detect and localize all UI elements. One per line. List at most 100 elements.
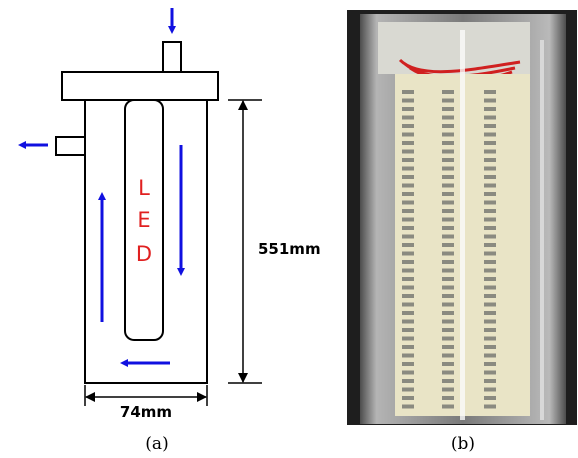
led-chip bbox=[484, 90, 496, 94]
led-chip bbox=[442, 175, 454, 179]
led-chip bbox=[442, 166, 454, 171]
led-chip bbox=[402, 319, 414, 324]
led-chip bbox=[402, 183, 414, 188]
led-chip bbox=[484, 353, 496, 358]
led-chip bbox=[442, 336, 454, 341]
led-chip bbox=[442, 251, 454, 256]
led-chip bbox=[402, 217, 414, 222]
led-chip bbox=[402, 141, 414, 145]
led-chip bbox=[484, 158, 496, 162]
led-chip bbox=[442, 149, 454, 154]
led-chip bbox=[442, 124, 454, 128]
led-chip bbox=[484, 209, 496, 213]
height-label: 551mm bbox=[258, 240, 321, 258]
led-chip bbox=[484, 285, 496, 290]
led-chip bbox=[442, 158, 454, 162]
led-chip bbox=[402, 98, 414, 103]
led-chip bbox=[442, 209, 454, 213]
led-chip bbox=[484, 362, 496, 366]
led-chip bbox=[484, 226, 496, 230]
reactor-diagram bbox=[55, 41, 219, 384]
led-array bbox=[402, 90, 496, 409]
led-chip bbox=[402, 158, 414, 162]
led-chip bbox=[442, 200, 454, 205]
led-chip bbox=[402, 396, 414, 400]
led-chip bbox=[402, 362, 414, 366]
led-chip bbox=[402, 200, 414, 205]
led-chip bbox=[442, 183, 454, 188]
led-chip bbox=[442, 260, 454, 264]
led-chip bbox=[442, 132, 454, 137]
led-chip bbox=[484, 294, 496, 298]
led-letter: E bbox=[137, 208, 150, 232]
led-chip bbox=[442, 370, 454, 375]
glare bbox=[460, 30, 465, 420]
led-chip bbox=[442, 192, 454, 196]
led-chip bbox=[402, 90, 414, 94]
led-chip bbox=[402, 379, 414, 383]
flow-arrows bbox=[18, 8, 185, 367]
led-chip bbox=[402, 192, 414, 196]
led-chip bbox=[484, 192, 496, 196]
side-nozzle bbox=[55, 136, 86, 156]
led-chip bbox=[442, 277, 454, 281]
led-chip bbox=[484, 132, 496, 137]
led-chip bbox=[402, 387, 414, 392]
led-chip bbox=[402, 345, 414, 349]
led-chip bbox=[402, 336, 414, 341]
led-chip bbox=[484, 396, 496, 400]
led-chip bbox=[402, 294, 414, 298]
led-chip bbox=[484, 302, 496, 307]
led-chip bbox=[484, 328, 496, 332]
led-chip bbox=[402, 166, 414, 171]
led-chip bbox=[402, 268, 414, 273]
top-cap bbox=[61, 71, 219, 101]
led-chip bbox=[442, 404, 454, 409]
led-chip bbox=[402, 353, 414, 358]
led-chip bbox=[402, 370, 414, 375]
driver-board bbox=[378, 22, 530, 74]
top-nozzle bbox=[162, 41, 182, 73]
led-chip bbox=[402, 260, 414, 264]
led-chip bbox=[484, 234, 496, 239]
led-chip bbox=[484, 115, 496, 120]
led-chip bbox=[402, 124, 414, 128]
led-chip bbox=[484, 370, 496, 375]
led-chip bbox=[442, 345, 454, 349]
led-chip bbox=[402, 115, 414, 120]
led-chip bbox=[442, 387, 454, 392]
led-chip bbox=[484, 251, 496, 256]
led-chip bbox=[484, 124, 496, 128]
led-chip bbox=[484, 217, 496, 222]
led-chip bbox=[402, 311, 414, 315]
led-chip bbox=[484, 260, 496, 264]
led-chip bbox=[484, 98, 496, 103]
led-chip bbox=[442, 98, 454, 103]
dimension-lines bbox=[84, 99, 262, 406]
led-chip bbox=[484, 379, 496, 383]
led-chip bbox=[402, 132, 414, 137]
led-chip bbox=[442, 328, 454, 332]
led-chip bbox=[484, 268, 496, 273]
led-chip bbox=[442, 107, 454, 111]
led-chip bbox=[484, 141, 496, 145]
led-chip bbox=[442, 243, 454, 247]
led-chip bbox=[402, 285, 414, 290]
led-letter: L bbox=[138, 176, 150, 200]
led-chip bbox=[402, 404, 414, 409]
led-chip bbox=[442, 268, 454, 273]
led-tube bbox=[124, 99, 164, 341]
led-chip bbox=[442, 353, 454, 358]
led-chip bbox=[402, 149, 414, 154]
led-chip bbox=[402, 209, 414, 213]
caption: (a) bbox=[145, 434, 168, 454]
led-chip bbox=[402, 107, 414, 111]
led-chip bbox=[442, 217, 454, 222]
led-chip bbox=[442, 319, 454, 324]
led-chip bbox=[442, 115, 454, 120]
reactor-photo bbox=[347, 10, 577, 425]
led-chip bbox=[402, 226, 414, 230]
led-chip bbox=[484, 183, 496, 188]
